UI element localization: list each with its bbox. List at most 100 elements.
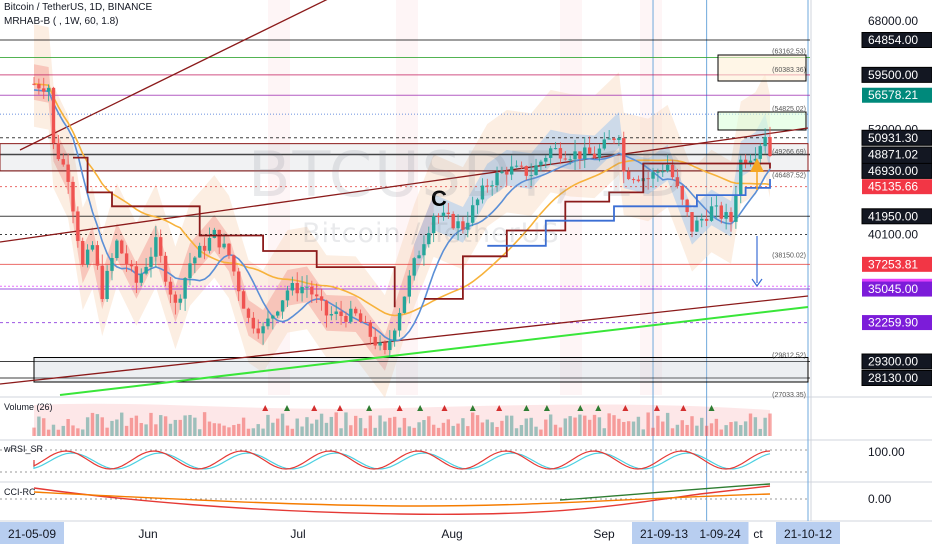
candle-body bbox=[139, 273, 143, 283]
candle-body bbox=[373, 336, 377, 346]
cci-pane-title[interactable]: CCI-RC bbox=[4, 487, 36, 497]
volume-bar bbox=[310, 423, 314, 436]
description-watermark: Bitcoin / TetherUS bbox=[302, 218, 560, 249]
cci-axis-label: 0.00 bbox=[868, 492, 892, 506]
candle-body bbox=[37, 83, 41, 89]
candle-body bbox=[427, 233, 431, 245]
candle-body bbox=[315, 294, 319, 297]
volume-bars bbox=[32, 412, 772, 436]
indicator-title[interactable]: MRHAB-B ( , 1W, 60, 1.8) bbox=[4, 16, 119, 27]
wrsi-axis-label: 100.00 bbox=[868, 445, 905, 459]
price-label: 45135.66 bbox=[868, 180, 918, 194]
volume-ma-area bbox=[34, 403, 770, 436]
volume-bar bbox=[700, 417, 704, 436]
candle-body bbox=[222, 243, 226, 248]
volume-bar bbox=[514, 428, 519, 436]
volume-bar bbox=[544, 419, 548, 436]
candle-body bbox=[480, 185, 485, 200]
candle-body bbox=[690, 212, 694, 232]
candle-body bbox=[149, 256, 153, 267]
price-label: 46930.00 bbox=[868, 164, 918, 178]
volume-bar bbox=[163, 416, 168, 436]
symbol-title[interactable]: Bitcoin / TetherUS, 1D, BINANCE bbox=[4, 2, 153, 13]
candle-body bbox=[81, 240, 85, 265]
volume-bar bbox=[656, 415, 660, 436]
price-label-bg bbox=[861, 353, 932, 370]
candle-body bbox=[714, 205, 719, 207]
volume-bar bbox=[373, 427, 377, 436]
volume-bar bbox=[363, 428, 368, 436]
candle-body bbox=[388, 340, 392, 351]
price-label: 50931.30 bbox=[868, 131, 918, 145]
volume-bar bbox=[295, 418, 299, 436]
price-label: 35045.00 bbox=[868, 282, 918, 296]
candle-body bbox=[71, 181, 75, 212]
candle-body bbox=[251, 317, 256, 329]
volume-bar bbox=[587, 419, 592, 436]
volume-bar bbox=[485, 419, 489, 436]
volume-bar bbox=[475, 415, 480, 436]
volume-bar bbox=[505, 415, 509, 436]
volume-bar bbox=[739, 425, 743, 436]
signal-triangle bbox=[284, 405, 291, 411]
candle-body bbox=[227, 243, 231, 256]
candle-body bbox=[505, 171, 509, 175]
volume-bar bbox=[232, 425, 236, 436]
candle-body bbox=[105, 270, 109, 300]
candle-body bbox=[490, 185, 494, 187]
level-annotation: (60383.36) bbox=[772, 67, 806, 74]
cci-green-line bbox=[559, 483, 771, 501]
candle-body bbox=[129, 263, 134, 267]
trendline bbox=[0, 295, 809, 385]
volume-bar bbox=[139, 423, 143, 436]
candle-body bbox=[329, 314, 334, 316]
volume-bar bbox=[602, 428, 606, 436]
time-label: 21-05-09 bbox=[8, 527, 56, 541]
volume-bar bbox=[241, 417, 246, 436]
candle-body bbox=[76, 211, 80, 241]
volume-bar bbox=[51, 424, 56, 436]
volume-bar bbox=[95, 414, 100, 436]
wrsi-pane-title[interactable]: wRSI_SR bbox=[4, 444, 44, 454]
candle-body bbox=[378, 342, 382, 346]
signal-triangle bbox=[496, 405, 503, 411]
candle-body bbox=[246, 308, 251, 318]
candle-body bbox=[392, 330, 397, 341]
time-label: Jul bbox=[290, 527, 305, 541]
volume-bar bbox=[110, 420, 114, 436]
volume-bar bbox=[763, 417, 767, 436]
candle-body bbox=[271, 315, 275, 319]
volume-bar bbox=[378, 415, 382, 436]
candle-body bbox=[558, 148, 563, 159]
volume-pane-title[interactable]: Volume (26) bbox=[4, 402, 53, 412]
volume-bar bbox=[42, 418, 46, 436]
candle-body bbox=[154, 237, 158, 257]
candle-body bbox=[519, 165, 524, 167]
trendline bbox=[19, 0, 328, 151]
up-arrow-head bbox=[750, 158, 764, 172]
volume-bar bbox=[704, 425, 709, 436]
volume-bar bbox=[719, 429, 723, 436]
candle-body bbox=[402, 296, 407, 313]
volume-bar bbox=[76, 428, 80, 436]
volume-bar bbox=[548, 414, 553, 436]
volume-bar bbox=[280, 413, 285, 436]
candle-body bbox=[144, 266, 148, 274]
signal-triangle bbox=[311, 405, 318, 411]
candle-body bbox=[748, 160, 753, 164]
candle-body bbox=[124, 253, 129, 264]
candle-body bbox=[631, 179, 636, 181]
volume-bar bbox=[422, 420, 426, 436]
volume-bar bbox=[665, 412, 670, 436]
volume-bar bbox=[56, 429, 61, 436]
candle-body bbox=[266, 318, 270, 327]
volume-bar bbox=[734, 421, 738, 436]
volume-bar bbox=[32, 427, 36, 436]
volume-bar bbox=[583, 415, 587, 436]
price-label-bg bbox=[861, 208, 932, 225]
trendline bbox=[0, 127, 809, 243]
volume-bar bbox=[266, 414, 270, 436]
signal-triangle bbox=[336, 405, 343, 411]
candle-body bbox=[743, 159, 748, 164]
